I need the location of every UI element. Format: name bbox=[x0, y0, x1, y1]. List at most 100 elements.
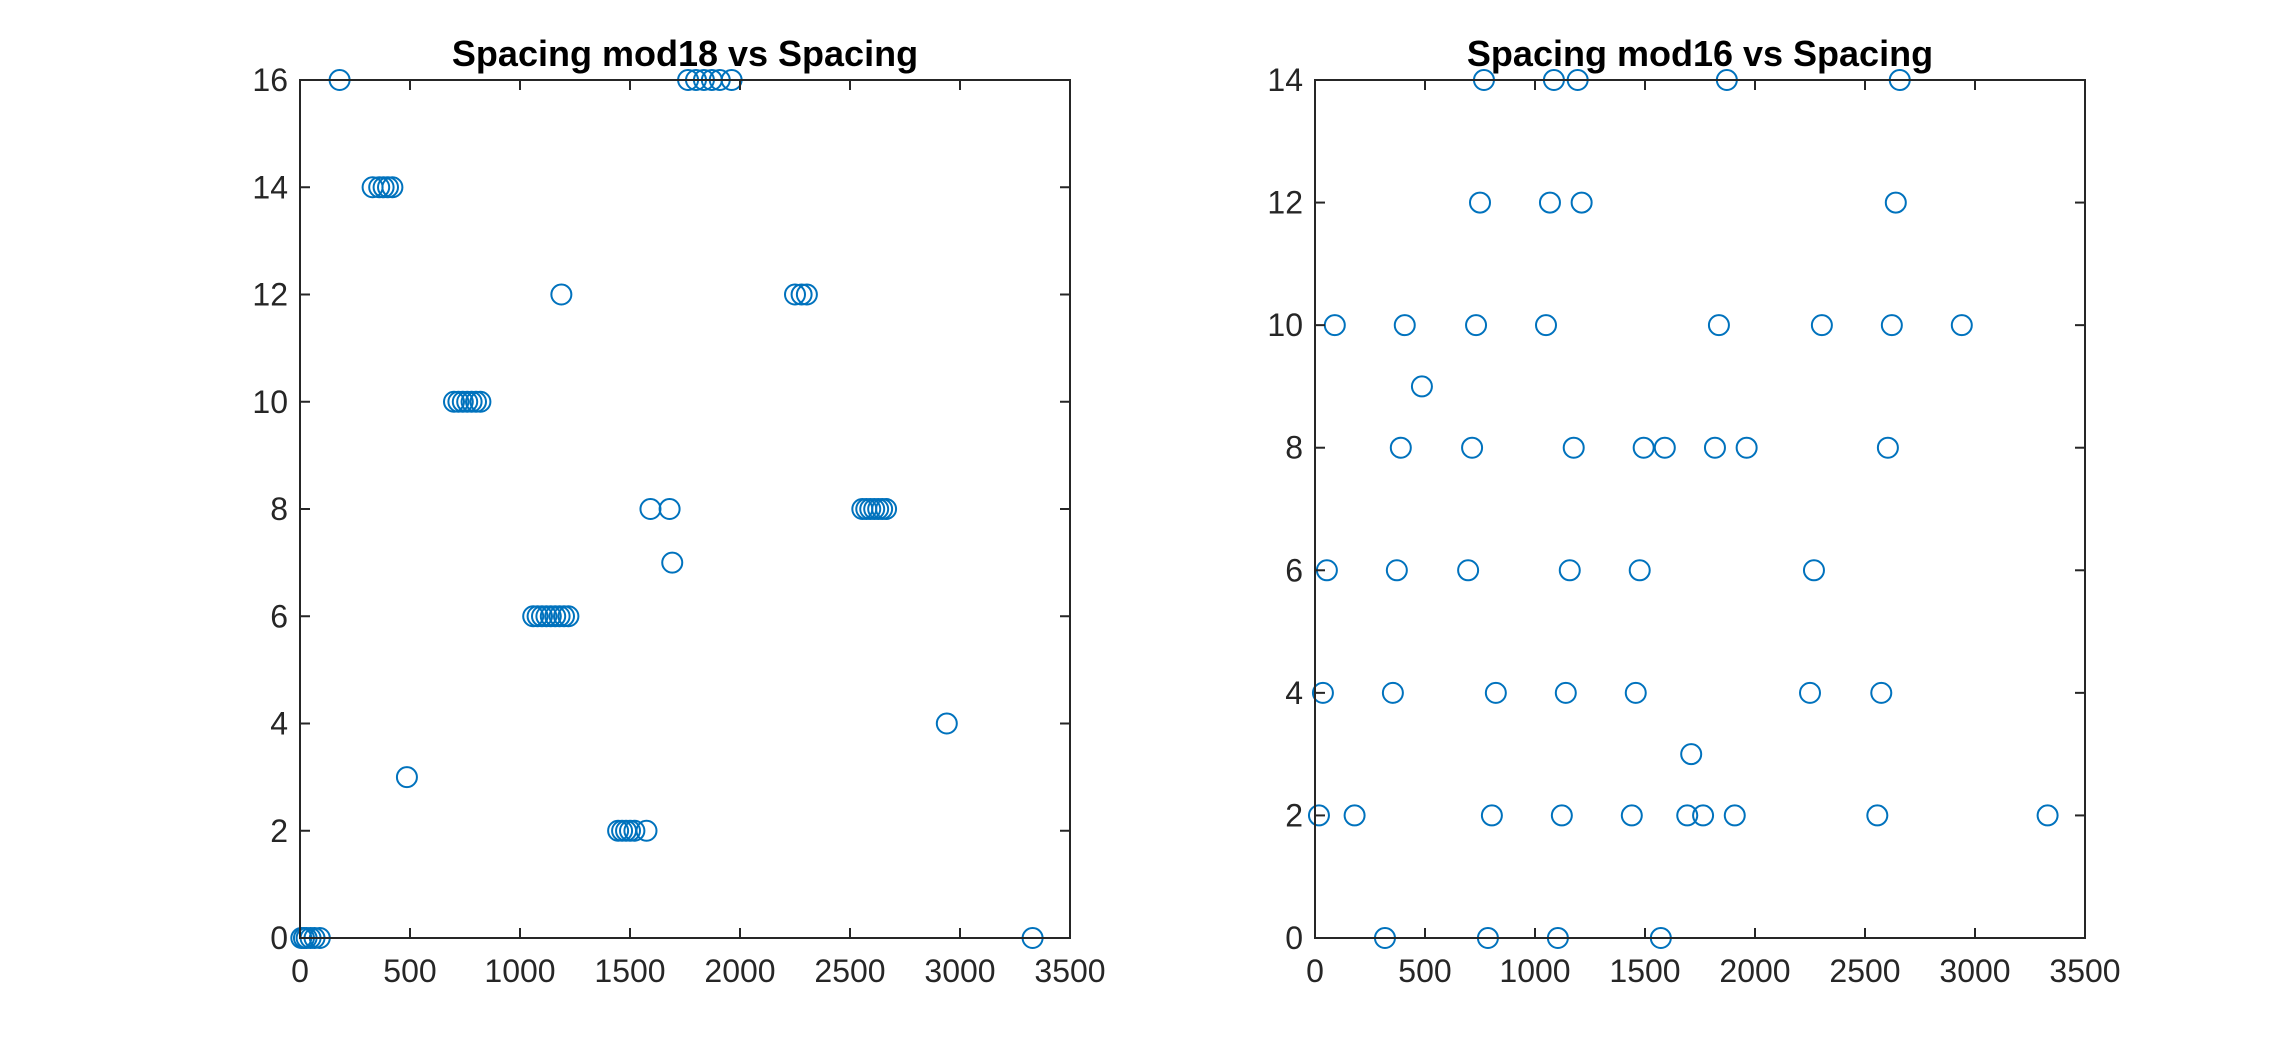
right-x-tick-label: 500 bbox=[1398, 953, 1451, 989]
right-data-point bbox=[1624, 681, 1647, 704]
right-data-point bbox=[1381, 681, 1404, 704]
left-data-point bbox=[623, 819, 646, 842]
right-data-point bbox=[1343, 804, 1366, 827]
left-data-point bbox=[635, 819, 658, 842]
right-x-tick-label: 2000 bbox=[1719, 953, 1790, 989]
right-data-point bbox=[1484, 681, 1507, 704]
right-data-point bbox=[1680, 743, 1703, 766]
right-x-tick-label: 3000 bbox=[1939, 953, 2010, 989]
right-data-point bbox=[1554, 681, 1577, 704]
right-data-point bbox=[1323, 314, 1346, 337]
right-chart-title: Spacing mod16 vs Spacing bbox=[1467, 33, 1933, 74]
right-y-tick-label: 12 bbox=[1267, 185, 1303, 221]
right-data-point bbox=[1558, 559, 1581, 582]
right-y-tick-label: 14 bbox=[1267, 62, 1303, 98]
right-data-point bbox=[1480, 804, 1503, 827]
right-data-point bbox=[1692, 804, 1715, 827]
left-data-point bbox=[790, 283, 813, 306]
left-y-tick-label: 16 bbox=[252, 62, 288, 98]
right-data-point bbox=[1311, 681, 1334, 704]
right-data-point bbox=[1562, 436, 1585, 459]
right-x-tick-label: 2500 bbox=[1829, 953, 1900, 989]
left-data-point bbox=[557, 605, 580, 628]
right-chart-panel: Spacing mod16 vs Spacing 0 500 1000 1500 200… bbox=[1267, 33, 2120, 989]
right-data-point bbox=[1465, 314, 1488, 337]
right-data-point bbox=[1461, 436, 1484, 459]
left-x-tick-label: 3000 bbox=[924, 953, 995, 989]
right-chart-ticks: 0 500 1000 1500 2000 2500 3000 3500 0 2 4 6 8 10 12 14 bbox=[1267, 62, 2120, 989]
right-y-tick-label: 4 bbox=[1285, 675, 1303, 711]
left-y-tick-label: 8 bbox=[270, 491, 288, 527]
left-x-tick-label: 2500 bbox=[814, 953, 885, 989]
right-y-tick-label: 8 bbox=[1285, 430, 1303, 466]
left-chart-title: Spacing mod18 vs Spacing bbox=[452, 33, 918, 74]
right-data-point bbox=[1632, 436, 1655, 459]
left-y-tick-label: 0 bbox=[270, 920, 288, 956]
right-data-point bbox=[1799, 681, 1821, 704]
right-data-point bbox=[1950, 314, 1973, 337]
left-x-tick-label: 1000 bbox=[484, 953, 555, 989]
left-data-point bbox=[658, 498, 681, 520]
right-data-point bbox=[2036, 804, 2059, 827]
right-data-point bbox=[1653, 436, 1676, 459]
left-data-point bbox=[875, 498, 898, 520]
right-y-tick-label: 6 bbox=[1285, 552, 1303, 588]
left-y-tick-label: 2 bbox=[270, 813, 288, 849]
right-data-point bbox=[1389, 436, 1412, 459]
right-data-point bbox=[1723, 804, 1746, 827]
right-data-point bbox=[1457, 559, 1480, 582]
left-data-point bbox=[377, 176, 399, 199]
right-x-tick-label: 0 bbox=[1306, 953, 1324, 989]
right-y-tick-label: 2 bbox=[1285, 797, 1303, 833]
right-data-point bbox=[1866, 804, 1889, 827]
right-data-point bbox=[1538, 191, 1561, 214]
right-x-tick-label: 3500 bbox=[2049, 953, 2120, 989]
left-data-point bbox=[469, 390, 492, 413]
left-y-tick-label: 10 bbox=[252, 384, 288, 420]
right-data-point bbox=[1570, 191, 1593, 214]
left-data-point bbox=[795, 283, 818, 306]
right-data-point bbox=[1550, 804, 1573, 827]
left-data-point bbox=[661, 551, 684, 574]
right-data-point bbox=[1628, 559, 1651, 582]
left-data-point bbox=[935, 712, 958, 735]
right-y-tick-label: 0 bbox=[1285, 920, 1303, 956]
right-data-point bbox=[1880, 314, 1903, 337]
right-data-point bbox=[1870, 681, 1893, 704]
right-data-point bbox=[1735, 436, 1758, 459]
left-chart-points bbox=[290, 69, 1044, 949]
right-data-point bbox=[1884, 191, 1907, 214]
left-data-point bbox=[381, 176, 404, 199]
left-data-point bbox=[395, 766, 418, 789]
left-data-point bbox=[639, 498, 662, 520]
left-chart-panel: Spacing mod18 vs Spacing 0 500 1000 1500 200… bbox=[252, 33, 1105, 989]
right-x-tick-label: 1500 bbox=[1609, 953, 1680, 989]
left-x-tick-label: 500 bbox=[383, 953, 436, 989]
right-data-point bbox=[1876, 436, 1899, 459]
right-data-point bbox=[1676, 804, 1699, 827]
right-data-point bbox=[1385, 559, 1408, 582]
right-x-tick-label: 1000 bbox=[1499, 953, 1570, 989]
right-data-point bbox=[1802, 559, 1825, 582]
right-chart-points bbox=[1307, 69, 2059, 949]
right-data-point bbox=[1810, 314, 1833, 337]
left-data-point bbox=[550, 283, 573, 306]
left-data-point bbox=[784, 283, 806, 306]
left-x-tick-label: 3500 bbox=[1034, 953, 1105, 989]
left-x-tick-label: 0 bbox=[291, 953, 309, 989]
right-data-point bbox=[1307, 804, 1330, 827]
right-data-point bbox=[1620, 804, 1643, 827]
left-y-tick-label: 14 bbox=[252, 169, 288, 205]
right-y-tick-label: 10 bbox=[1267, 307, 1303, 343]
left-y-tick-label: 6 bbox=[270, 598, 288, 634]
left-y-tick-label: 12 bbox=[252, 277, 288, 313]
right-data-point bbox=[1410, 375, 1433, 398]
right-data-point bbox=[1469, 191, 1491, 214]
right-chart-axes-box bbox=[1314, 79, 2086, 939]
left-x-tick-label: 1500 bbox=[594, 953, 665, 989]
left-x-tick-label: 2000 bbox=[704, 953, 775, 989]
right-data-point bbox=[1703, 436, 1726, 459]
left-y-tick-label: 4 bbox=[270, 706, 288, 742]
left-chart-ticks: 0 500 1000 1500 2000 2500 3000 3500 0 2 4 6 8 10 12 14 1… bbox=[252, 62, 1105, 989]
